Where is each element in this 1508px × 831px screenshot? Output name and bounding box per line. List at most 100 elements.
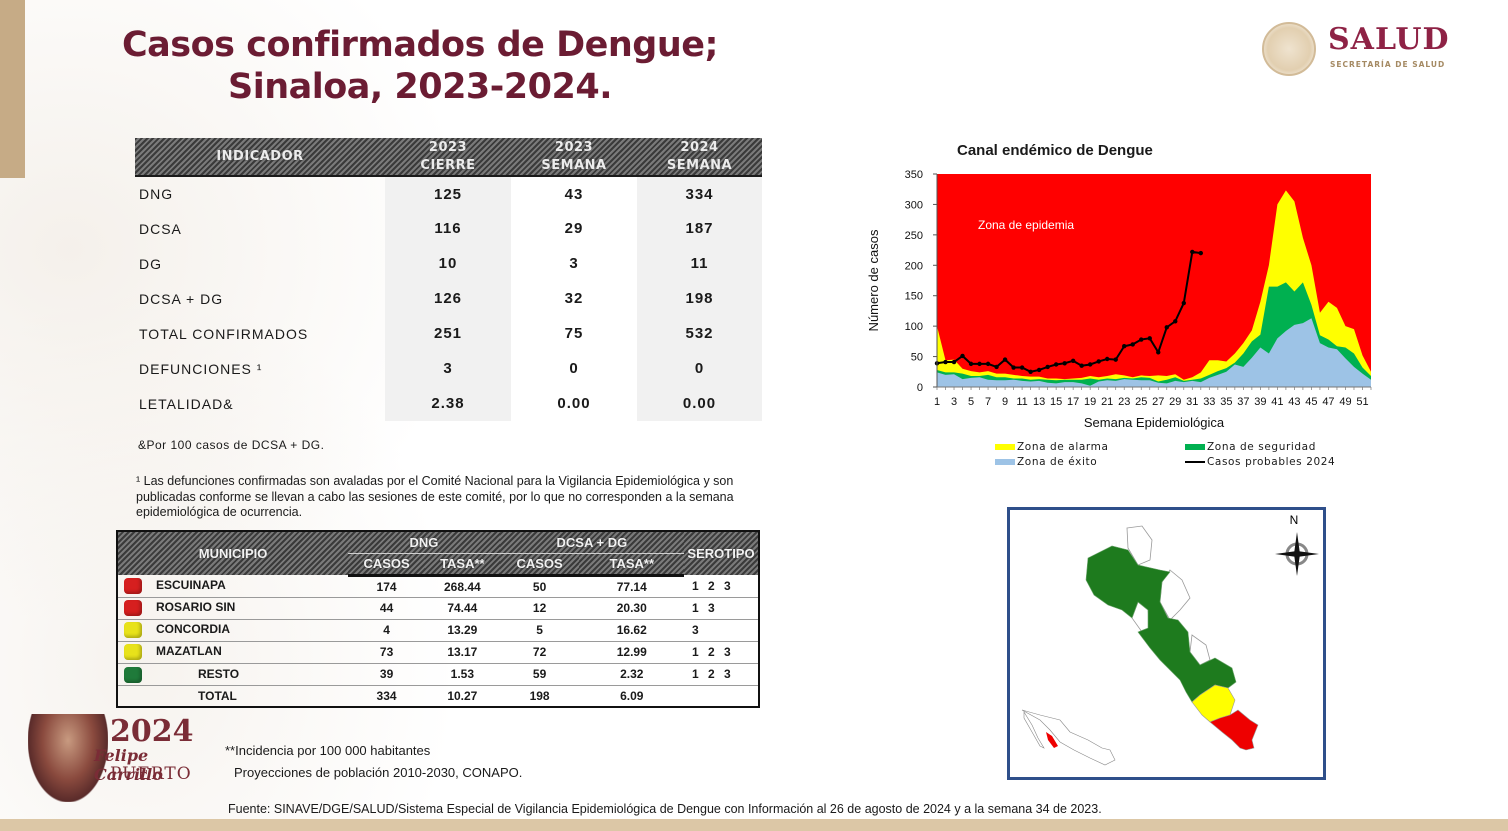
dng-tasa-text: 74.44 [447,601,478,615]
legend-label: Zona de alarma [1017,441,1109,453]
dng-casos: 39 [348,663,425,686]
x-tick-label: 27 [1152,396,1164,408]
portrait-icon [28,714,108,802]
serotipo [684,685,759,707]
dcsa-casos-text: 50 [532,579,547,594]
page-title: Casos confirmados de Dengue; Sinaloa, 20… [100,24,740,108]
header-dng-casos: CASOS [348,553,425,577]
dcsa-casos-text: 59 [532,667,547,681]
value-2023-semana: 29 [564,220,584,237]
dcsa-casos-text: 72 [532,645,547,659]
data-point [1079,363,1084,368]
value-2023-semana: 0 [569,360,579,377]
dcsa-tasa: 77.14 [579,575,685,598]
logo-subtitle: SECRETARÍA DE SALUD [1330,60,1446,69]
data-point [968,361,974,367]
data-point [1198,250,1204,256]
dng-casos-text: 73 [379,645,394,659]
legend-item-seguridad: Zona de seguridad [1185,441,1316,453]
value-2023-semana: 0.00 [557,395,591,412]
table-row: DCSA + DG 126 32 198 [135,281,762,316]
y-axis-label: Número de casos [866,229,881,331]
legend-item-exito: Zona de éxito [995,456,1097,468]
serotipo: 1 2 3 [684,575,759,598]
dng-casos: 44 [348,597,425,620]
dcsa-casos: 198 [500,685,580,707]
serotipo-text: 1 2 3 [692,645,731,659]
y-tick-label: 50 [911,352,923,364]
dng-tasa: 13.29 [424,619,500,642]
dng-casos: 174 [348,575,425,598]
y-tick-label: 0 [917,382,923,394]
dcsa-tasa-text: 20.30 [616,601,647,615]
value-2023-cierre: 116 [385,211,511,246]
dng-casos-text: 4 [383,623,390,637]
status-color-icon [124,600,142,616]
x-tick-label: 5 [968,396,974,408]
header-indicador: INDICADOR [135,138,385,177]
dcsa-tasa: 16.62 [579,619,685,642]
data-point [943,359,948,365]
x-tick-label: 41 [1271,396,1283,408]
value-2023-cierre: 126 [385,281,511,316]
header-period: SEMANA [666,157,733,173]
table-row: TOTAL CONFIRMADOS 251 75 532 [135,316,762,351]
header-period: CIERRE [420,157,476,173]
table-row: DNG 125 43 334 [135,176,762,211]
dcsa-tasa: 6.09 [579,685,684,707]
legend-line-swatch [1185,461,1205,463]
table-row: ESCUINAPA 174 268.44 50 77.14 1 2 3 [117,575,759,598]
x-tick-label: 49 [1339,396,1351,408]
data-point [977,361,982,367]
data-point [1173,319,1178,324]
data-point [960,353,965,359]
dcsa-tasa-text: 2.32 [620,667,644,681]
header-dng-tasa: TASA** [424,553,500,577]
logo-name: SALUD [1328,22,1450,57]
dcsa-tasa-text: 16.62 [616,623,647,637]
value-2024-semana: 0 [637,351,762,386]
indicator-label: TOTAL CONFIRMADOS [139,325,309,342]
dcsa-tasa-text: 12.99 [616,645,647,659]
dcsa-casos: 72 [499,641,580,664]
data-point [1053,362,1059,367]
municipio-name-text: ROSARIO SIN [156,600,236,615]
dng-tasa-text: 268.44 [443,579,481,594]
municipio-name-text: CONCORDIA [156,622,230,637]
value-2023-semana: 3 [569,255,579,272]
value-2023-semana: 32 [564,290,584,307]
x-tick-label: 3 [951,396,957,408]
bottom-accent-bar [0,819,1508,831]
dcsa-tasa: 20.30 [579,597,685,620]
indicator-label: LETALIDAD& [139,395,234,412]
table-row: LETALIDAD& 2.38 0.00 0.00 [135,386,762,421]
x-tick-label: 9 [1002,396,1008,408]
value-2024-semana: 11 [637,246,762,281]
left-accent-bar [0,0,25,178]
status-color-icon [124,622,142,638]
salud-logo: SALUD SECRETARÍA DE SALUD [1262,22,1462,78]
header-year: 2024 [680,139,719,155]
logo-line2: PUERTO [110,764,192,784]
municipio-name: ROSARIO SIN [117,597,349,620]
status-color-icon [124,644,142,660]
indicator-label: DNG [139,186,174,202]
x-tick-label: 33 [1203,396,1215,408]
header-dcsa-dg: DCSA + DG [499,531,685,554]
legend-label: Casos probables 2024 [1207,456,1336,468]
mexico-inset-map [1021,709,1116,766]
table-row: MAZATLAN 73 13.17 72 12.99 1 2 3 [117,641,759,664]
y-tick-label: 150 [905,291,923,303]
municipio-table: MUNICIPIO DNG DCSA + DG SEROTIPO CASOS T… [116,530,760,708]
x-tick-label: 21 [1101,396,1113,408]
table-row: ROSARIO SIN 44 74.44 12 20.30 1 3 [117,597,759,620]
status-color-icon [124,667,142,683]
table-row: DEFUNCIONES ¹ 3 0 0 [135,351,762,386]
dng-casos-text: 174 [376,579,397,594]
header-year: 2023 [428,139,468,155]
header-dng: DNG [348,531,500,554]
x-tick-label: 19 [1084,396,1096,408]
table-row: CONCORDIA 4 13.29 5 16.62 3 [117,619,759,642]
serotipo-text: 1 2 3 [692,578,731,593]
